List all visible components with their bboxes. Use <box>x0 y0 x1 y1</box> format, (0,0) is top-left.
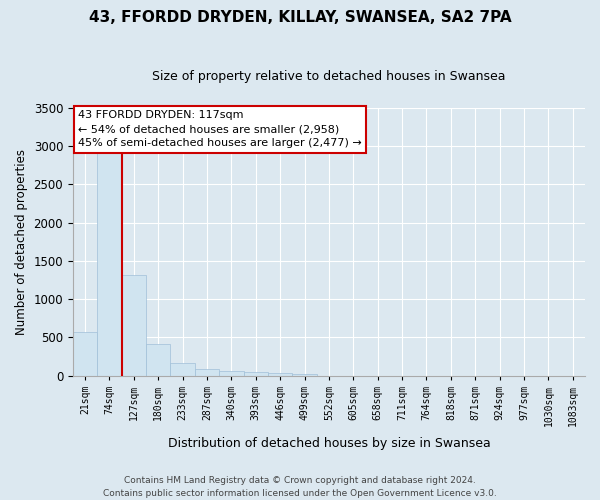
Text: 43 FFORDD DRYDEN: 117sqm
← 54% of detached houses are smaller (2,958)
45% of sem: 43 FFORDD DRYDEN: 117sqm ← 54% of detach… <box>78 110 362 148</box>
Bar <box>97 152 122 376</box>
Bar <box>195 369 219 376</box>
Y-axis label: Number of detached properties: Number of detached properties <box>15 149 28 335</box>
Bar <box>244 372 268 376</box>
Bar <box>268 374 292 376</box>
Bar <box>122 276 146 376</box>
Bar <box>219 371 244 376</box>
Text: Contains HM Land Registry data © Crown copyright and database right 2024.
Contai: Contains HM Land Registry data © Crown c… <box>103 476 497 498</box>
Bar <box>170 364 195 376</box>
Title: Size of property relative to detached houses in Swansea: Size of property relative to detached ho… <box>152 70 506 83</box>
Bar <box>73 332 97 376</box>
Bar <box>146 344 170 376</box>
Text: 43, FFORDD DRYDEN, KILLAY, SWANSEA, SA2 7PA: 43, FFORDD DRYDEN, KILLAY, SWANSEA, SA2 … <box>89 10 511 25</box>
Bar <box>292 374 317 376</box>
X-axis label: Distribution of detached houses by size in Swansea: Distribution of detached houses by size … <box>167 437 490 450</box>
